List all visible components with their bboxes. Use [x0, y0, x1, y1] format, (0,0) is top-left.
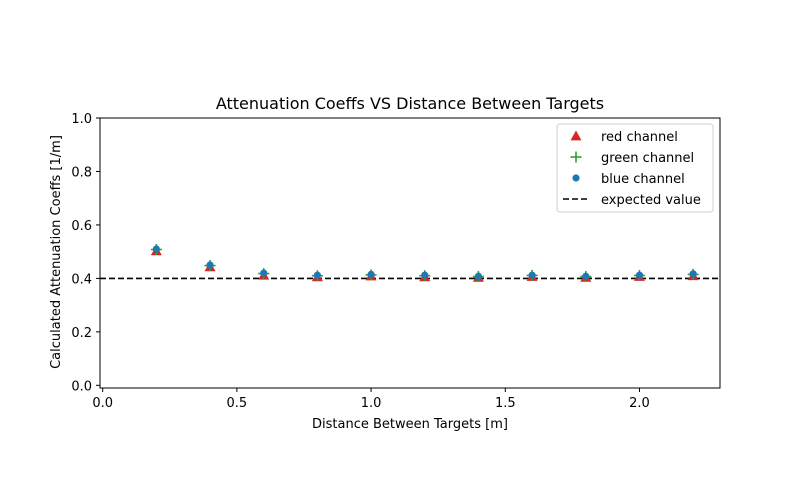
series-blue-channel — [152, 245, 697, 280]
x-tick-label: 0.5 — [227, 396, 248, 411]
data-point — [260, 269, 268, 277]
data-point — [206, 261, 214, 269]
y-tick-label: 0.8 — [71, 165, 92, 180]
x-tick-label: 1.5 — [495, 396, 516, 411]
y-tick-label: 0.6 — [71, 219, 92, 234]
legend-box — [556, 123, 714, 213]
data-point — [313, 271, 322, 279]
data-point — [635, 271, 644, 279]
y-tick-label: 0.2 — [71, 326, 92, 341]
data-point — [421, 271, 429, 279]
y-axis-label: Calculated Attenuation Coeffs [1/m] — [49, 135, 64, 369]
data-point — [582, 272, 590, 280]
y-tick-label: 0.4 — [71, 272, 92, 287]
x-tick-label: 1.0 — [361, 396, 382, 411]
plot-area — [99, 117, 721, 389]
data-point — [367, 270, 375, 278]
legend-marker-plus — [570, 151, 582, 163]
legend-label: green channel — [601, 151, 694, 166]
y-tick-label: 1.0 — [71, 112, 92, 127]
data-point — [689, 270, 697, 278]
legend-label: red channel — [601, 130, 678, 145]
data-point — [474, 272, 483, 280]
x-tick-label: 2.0 — [629, 396, 650, 411]
x-axis-label: Distance Between Targets [m] — [312, 417, 508, 432]
y-tick-label: 0.0 — [71, 379, 92, 394]
chart-title: Attenuation Coeffs VS Distance Between T… — [216, 94, 604, 113]
legend: red channel green channel blue channel expe… — [556, 123, 714, 213]
axis-ticks: 0.0 0.5 1.0 1.5 2.0 0.0 0.2 0.4 0.6 0.8 1.0 — [71, 112, 650, 411]
plot-frame — [99, 117, 721, 389]
legend-label: blue channel — [601, 172, 685, 187]
data-point — [152, 245, 160, 253]
data-point — [528, 271, 536, 279]
legend-label: expected value — [601, 193, 701, 208]
x-tick-label: 0.0 — [92, 396, 113, 411]
legend-marker-circle — [572, 174, 580, 182]
legend-marker-triangle — [570, 130, 582, 141]
